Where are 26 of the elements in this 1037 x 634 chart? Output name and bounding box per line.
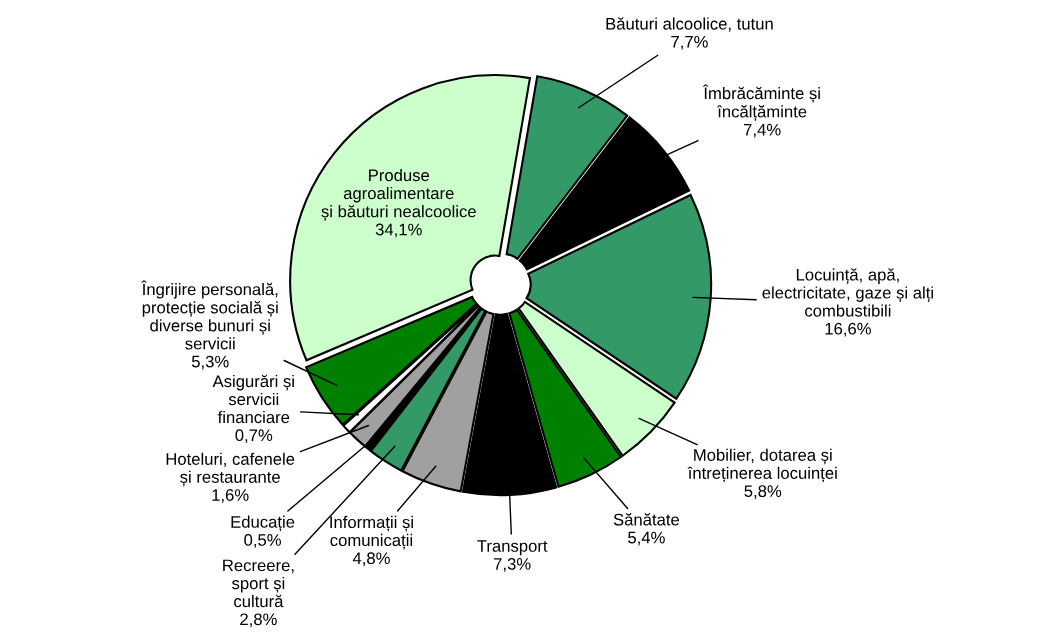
slice-label: Îmbrăcăminte și încălțăminte <box>702 84 820 121</box>
data-label: 1,6% <box>212 489 249 503</box>
slice-label: Băuturi alcoolice, tutun <box>606 17 773 32</box>
slice-label: Locuință, apă, electricitate, gaze și alți combustibili <box>762 268 933 317</box>
slice-label: Informații și comunicații <box>330 515 413 550</box>
data-label: 2,8% <box>240 613 277 628</box>
data-label: 7,4% <box>744 123 781 138</box>
data-label: 4,8% <box>352 552 390 567</box>
slice-label: Educație <box>231 515 295 532</box>
data-label: 5,4% <box>628 531 665 546</box>
slice-label: Mobilier, dotarea și întreținerea locuinței <box>687 448 837 483</box>
data-label: 0,7% <box>235 429 273 444</box>
data-label: 7,7% <box>671 35 708 50</box>
slice-label: Produse agroalimentare și băuturi nealcoolice <box>321 168 476 221</box>
data-label: 5,3% <box>191 355 229 370</box>
data-label: 5,8% <box>744 485 782 499</box>
slice-label: Asigurări și servicii financiare <box>212 374 294 424</box>
data-label: 7,3% <box>494 558 531 572</box>
data-label: 34,1% <box>375 223 422 238</box>
data-label: 0,5% <box>244 534 281 548</box>
slice-label: Transport <box>477 540 548 556</box>
data-label: 16,6% <box>825 322 871 337</box>
slice-label: Recreere, sport și cultură <box>223 559 294 608</box>
slice-label: Hoteluri, cafenele și restaurante <box>166 452 295 487</box>
slice-label: Îngrijire personală, protecție socială și diverse bunuri și servicii <box>141 280 278 350</box>
slice-label: Sănătate <box>613 513 680 526</box>
